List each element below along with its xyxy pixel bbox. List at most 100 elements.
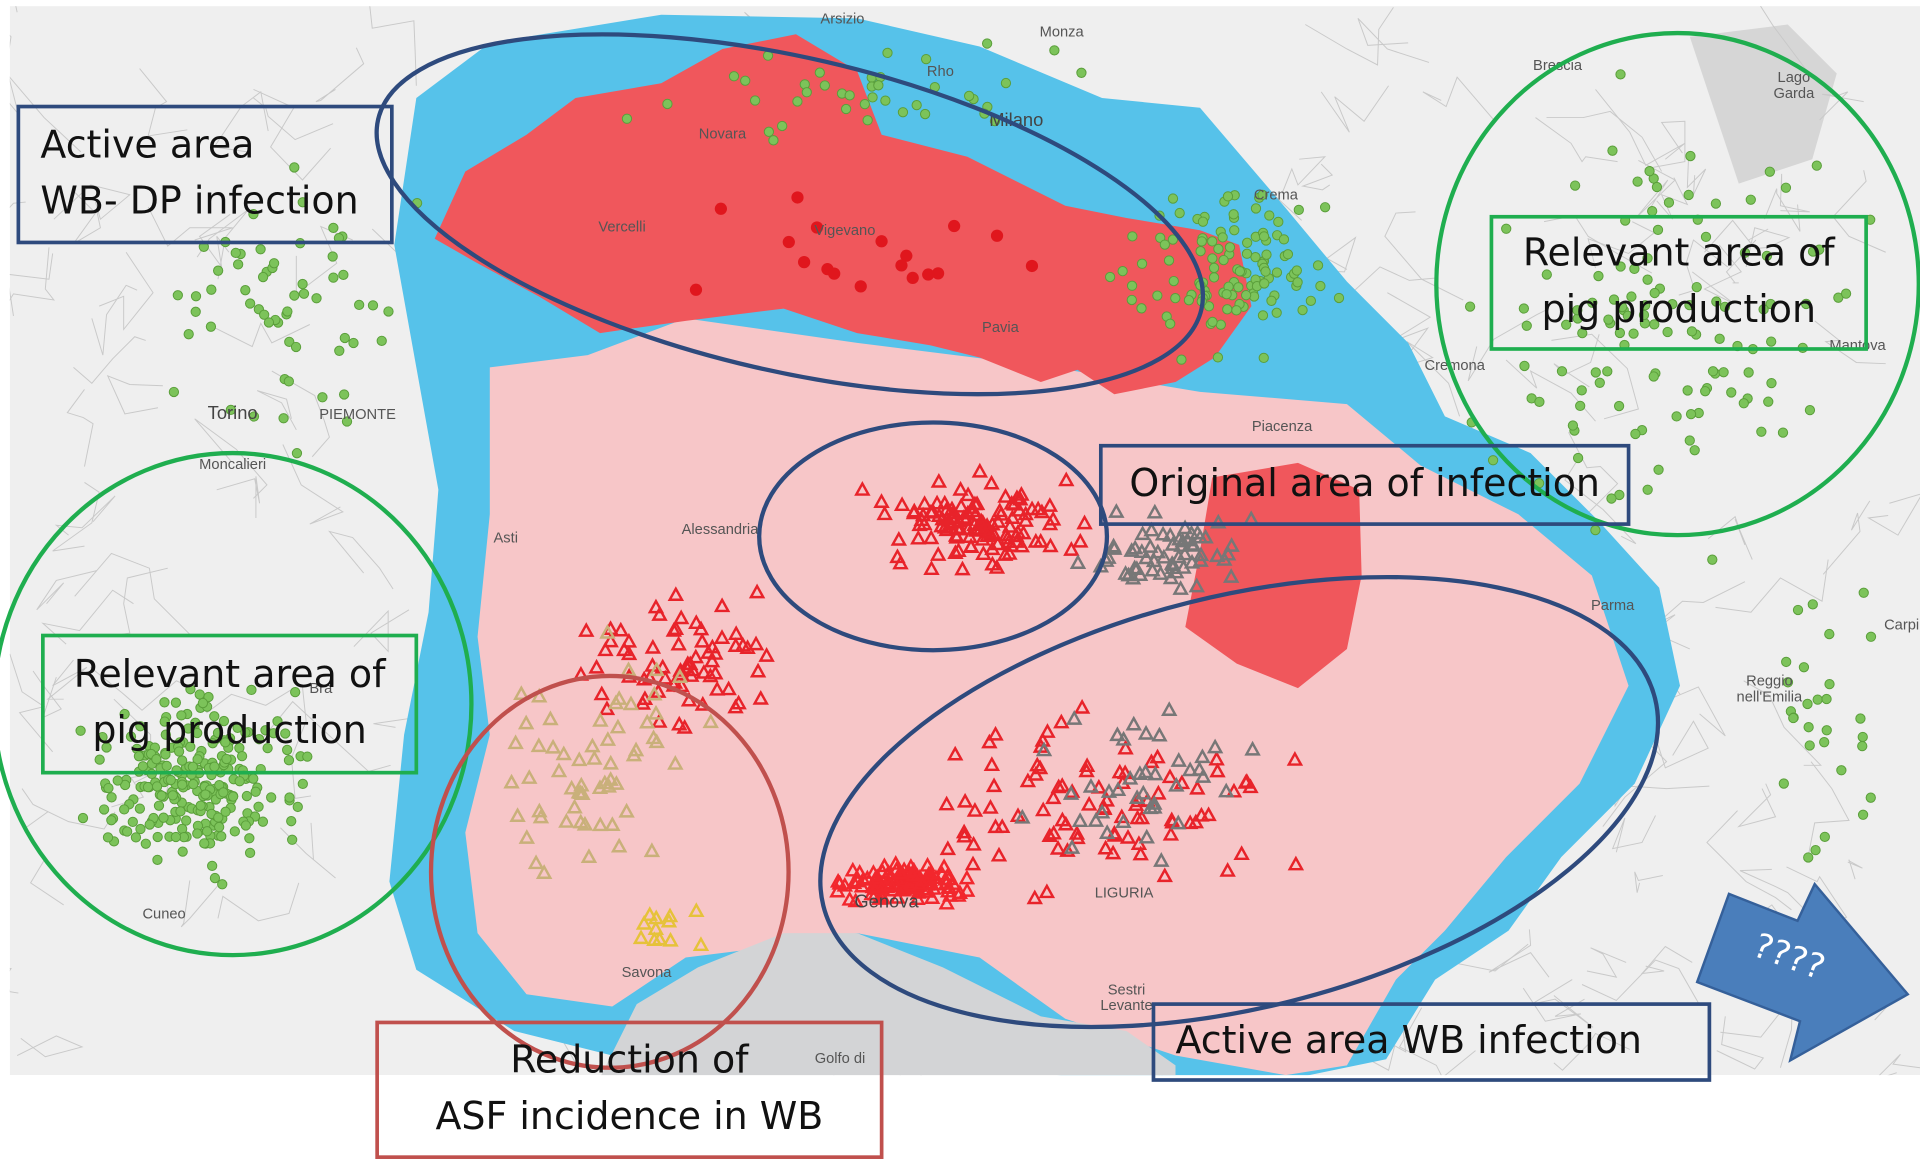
place-name-line: Sestri: [1108, 982, 1146, 998]
carcass-mark: [646, 931, 663, 946]
carcass-mark: [695, 663, 713, 679]
surveillance-points: [75, 38, 1877, 952]
farm-dot: [97, 731, 108, 743]
annotation-box: [1098, 443, 1631, 526]
farm-dot: [160, 749, 171, 760]
farm-dot: [383, 306, 394, 317]
farm-dot: [1821, 725, 1832, 736]
carcass-mark: [507, 734, 524, 750]
farm-dot: [1801, 298, 1812, 310]
border: [1704, 219, 1769, 253]
farm-dot: [250, 786, 261, 797]
carcass-mark: [1041, 497, 1059, 512]
farm-dot: [339, 332, 350, 344]
farm-dot: [106, 792, 117, 803]
farm-dot: [1183, 295, 1195, 306]
carcass-mark: [1063, 541, 1080, 556]
place-name-line: Torino: [208, 402, 258, 423]
place-name-line: Monza: [1040, 25, 1085, 41]
carcass-mark: [1164, 535, 1182, 551]
positive-farm: [948, 219, 961, 233]
border: [1686, 156, 1707, 195]
carcass-mark: [713, 597, 731, 613]
carcass-mark: [1013, 537, 1030, 553]
carcass-mark: [1189, 524, 1206, 540]
outline-origin: [757, 420, 1110, 653]
carcass-mark: [638, 713, 656, 729]
farm-dot: [1261, 249, 1272, 260]
border: [282, 444, 344, 525]
farm-dot: [1603, 314, 1614, 325]
farm-dot: [1778, 778, 1789, 789]
border: [256, 390, 297, 431]
farm-dot: [1819, 737, 1830, 748]
border: [1581, 959, 1699, 1004]
annotation-box: [41, 633, 419, 775]
carcass-mark: [1027, 765, 1044, 781]
farm-dot: [244, 833, 255, 844]
farm-dot: [185, 684, 196, 695]
farm-dot: [130, 832, 142, 843]
farm-dot: [159, 697, 170, 708]
farm-dot: [338, 269, 349, 280]
border: [147, 206, 233, 247]
farm-dot: [859, 99, 870, 110]
farm-dot: [1519, 360, 1530, 372]
border: [1586, 947, 1627, 978]
carcass-mark: [752, 689, 769, 705]
place-name-line: Rho: [927, 64, 954, 80]
farm-dot: [286, 816, 297, 827]
carcass-mark: [684, 661, 701, 677]
carcass-mark: [1164, 559, 1182, 575]
farm-dot: [140, 838, 151, 849]
carcass-mark: [894, 881, 912, 897]
farm-dot: [218, 715, 230, 727]
positive-farm: [906, 271, 919, 285]
border: [1764, 188, 1801, 232]
place-name-line: Lago: [1778, 70, 1811, 86]
carcass-mark: [1109, 781, 1127, 797]
farm-dot: [1821, 693, 1832, 705]
farm-dot: [220, 737, 231, 748]
farm-dot: [1291, 265, 1302, 276]
carcass-mark: [620, 645, 638, 661]
annotation-line: Original area of infection: [1129, 460, 1600, 504]
carcass-mark: [727, 698, 744, 714]
carcass-mark: [1008, 489, 1026, 505]
carcass-mark: [1168, 776, 1185, 792]
place-name: Alessandria: [682, 522, 760, 538]
carcass-mark: [1100, 783, 1118, 798]
border: [32, 670, 62, 719]
farm-dot: [1260, 266, 1271, 277]
carcass-mark: [891, 864, 909, 880]
carcass-mark: [1170, 752, 1187, 767]
carcass-mark: [1003, 537, 1020, 552]
farm-dot: [1782, 677, 1794, 688]
carcass-mark: [648, 733, 665, 749]
place-name: Asti: [493, 530, 517, 546]
carcass-mark: [532, 808, 550, 824]
carcass-mark: [984, 540, 1001, 556]
farm-dot: [161, 760, 172, 772]
farm-dot: [1857, 731, 1868, 743]
farm-dot: [1501, 223, 1512, 234]
place-name: Vigevano: [814, 223, 875, 239]
lake-garda: [1689, 24, 1837, 184]
carcass-mark: [676, 718, 693, 734]
farm-dot: [259, 309, 270, 320]
border: [52, 482, 100, 552]
annotation-text: Reduction of ASF incidence in WB: [435, 1037, 823, 1137]
positive-farm: [791, 191, 804, 204]
farm-dot: [101, 742, 112, 753]
farm-dot: [1170, 293, 1181, 304]
carcass-mark: [859, 869, 876, 885]
farm-dot: [297, 197, 308, 208]
carcass-mark: [1042, 537, 1059, 553]
border: [91, 284, 138, 356]
farm-dot: [225, 404, 236, 416]
carcass-mark: [910, 529, 927, 545]
carcass-mark: [966, 802, 984, 817]
carcass-mark: [1117, 739, 1134, 755]
farm-dot: [1167, 193, 1179, 204]
border: [1716, 1016, 1765, 1070]
